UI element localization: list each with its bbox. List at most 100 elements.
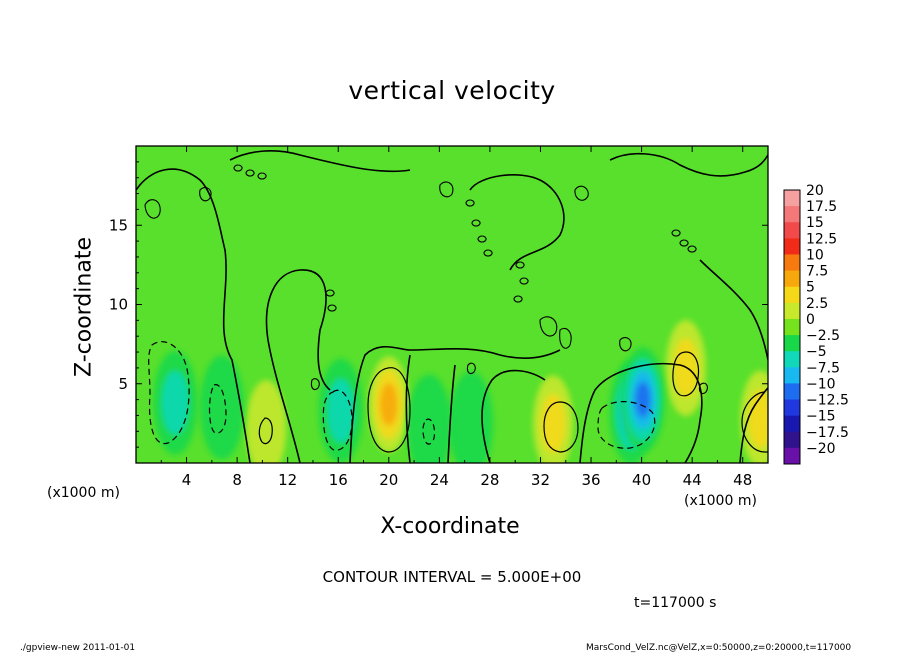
chart-title: vertical velocity bbox=[348, 76, 556, 105]
colorbar-label: −17.5 bbox=[806, 425, 849, 441]
colorbar-label: 10 bbox=[806, 247, 824, 263]
colorbar-swatch bbox=[784, 238, 800, 255]
zero-contour bbox=[579, 362, 703, 463]
x-tick-label: 40 bbox=[632, 471, 651, 489]
colorbar-swatch bbox=[784, 335, 800, 352]
y-tick-label: 5 bbox=[118, 375, 128, 393]
updraft-level bbox=[246, 380, 287, 463]
updraft-level bbox=[540, 393, 566, 453]
updraft-cell bbox=[368, 356, 409, 453]
negative-contour bbox=[208, 384, 227, 434]
downdraft-cell bbox=[620, 347, 665, 452]
positive-contour bbox=[741, 391, 768, 453]
time-label: t=117000 s bbox=[634, 595, 717, 611]
colorbar-label: 0 bbox=[806, 312, 815, 328]
colorbar-label: 12.5 bbox=[806, 231, 837, 247]
downdraft-cell bbox=[153, 350, 198, 455]
colorbar-label: 2.5 bbox=[806, 296, 828, 312]
x-tick-label: 8 bbox=[232, 471, 242, 489]
downdraft-level bbox=[161, 370, 189, 435]
colorbar-frame bbox=[783, 189, 801, 465]
downdraft-level bbox=[635, 381, 651, 418]
updraft-cell bbox=[533, 375, 574, 463]
zero-contour bbox=[349, 346, 561, 463]
positive-contour bbox=[672, 351, 700, 397]
negative-contour bbox=[148, 341, 190, 445]
colorbar-label: 5 bbox=[806, 280, 815, 296]
zero-contour bbox=[265, 269, 331, 463]
contour-interval-text: CONTOUR INTERVAL = 5.000E+00 bbox=[322, 568, 582, 586]
downdraft-cell bbox=[448, 371, 493, 463]
footer-data-source: MarsCond_VelZ.nc@VelZ,x=0:50000,z=0:2000… bbox=[586, 643, 852, 653]
x-tick-label: 36 bbox=[581, 471, 600, 489]
x-tick-label: 16 bbox=[329, 471, 348, 489]
colorbar-swatch bbox=[784, 222, 800, 239]
colorbar-swatch bbox=[784, 447, 800, 465]
downdraft-level bbox=[327, 378, 355, 443]
updraft-cell bbox=[246, 380, 287, 463]
colorbar-label: 7.5 bbox=[806, 264, 828, 280]
colorbar-swatch bbox=[784, 415, 800, 433]
colorbar-label: −20 bbox=[806, 441, 836, 457]
colorbar-label: 15 bbox=[806, 215, 824, 231]
x-tick-label: 20 bbox=[379, 471, 398, 489]
colorbar-swatch bbox=[784, 367, 800, 384]
colorbar-label: 17.5 bbox=[806, 199, 837, 215]
x-unit-label-right: (x1000 m) bbox=[684, 493, 757, 509]
x-tick-label: 28 bbox=[480, 471, 499, 489]
downdraft-cell bbox=[318, 358, 363, 463]
colorbar-swatch bbox=[784, 270, 800, 288]
x-tick-label: 4 bbox=[182, 471, 192, 489]
zero-contour bbox=[405, 354, 411, 463]
zero-contour bbox=[609, 152, 768, 177]
small-contour-chain bbox=[233, 164, 697, 312]
colorbar-label: 20 bbox=[806, 183, 824, 199]
colorbar-swatch bbox=[784, 351, 800, 368]
updraft-level bbox=[748, 389, 768, 449]
x-axis-label: X-coordinate bbox=[380, 514, 520, 539]
positive-contour bbox=[367, 367, 411, 453]
updraft-level bbox=[379, 383, 398, 426]
colorbar-label: −10 bbox=[806, 376, 836, 392]
positive-contour bbox=[543, 401, 579, 453]
colorbar-label: −15 bbox=[806, 409, 836, 425]
colorbar-label: −2.5 bbox=[806, 328, 840, 344]
x-tick-label: 24 bbox=[430, 471, 449, 489]
x-tick-label: 48 bbox=[733, 471, 752, 489]
zero-contour bbox=[136, 168, 251, 463]
x-tick-label: 32 bbox=[531, 471, 550, 489]
colorbar-swatch bbox=[784, 431, 800, 449]
colorbar-swatch bbox=[784, 302, 800, 320]
zero-contour bbox=[447, 364, 456, 463]
small-contour-loops bbox=[144, 181, 708, 395]
negative-contour bbox=[322, 389, 353, 451]
y-tick-label: 10 bbox=[109, 296, 128, 314]
x-tick-label: 12 bbox=[278, 471, 297, 489]
negative-contour bbox=[597, 401, 656, 449]
x-tick-label: 44 bbox=[683, 471, 702, 489]
contour-lines bbox=[136, 150, 768, 463]
colorbar-label: −5 bbox=[806, 344, 827, 360]
zero-contour bbox=[739, 387, 768, 463]
zero-contour bbox=[481, 369, 546, 463]
downdraft-cell bbox=[199, 355, 244, 460]
colorbar-swatch bbox=[784, 286, 800, 304]
colorbar: 2017.51512.5107.552.50−2.5−5−7.5−10−12.5… bbox=[783, 183, 849, 465]
negative-contour bbox=[422, 418, 436, 445]
colorbar-label: −7.5 bbox=[806, 360, 840, 376]
downdraft-level bbox=[448, 371, 493, 463]
updraft-cell bbox=[740, 370, 768, 463]
colorbar-swatch bbox=[784, 206, 800, 223]
colorbar-label: −12.5 bbox=[806, 393, 849, 409]
colorbar-swatch bbox=[784, 318, 800, 336]
positive-contour bbox=[258, 417, 273, 445]
zero-contour bbox=[229, 150, 411, 173]
downdraft-level bbox=[199, 355, 244, 460]
zero-contour bbox=[469, 174, 565, 271]
zero-contour bbox=[699, 259, 768, 361]
y-tick-label: 15 bbox=[109, 216, 128, 234]
colorbar-swatch bbox=[784, 254, 800, 272]
x-unit-label-left: (x1000 m) bbox=[47, 485, 120, 501]
